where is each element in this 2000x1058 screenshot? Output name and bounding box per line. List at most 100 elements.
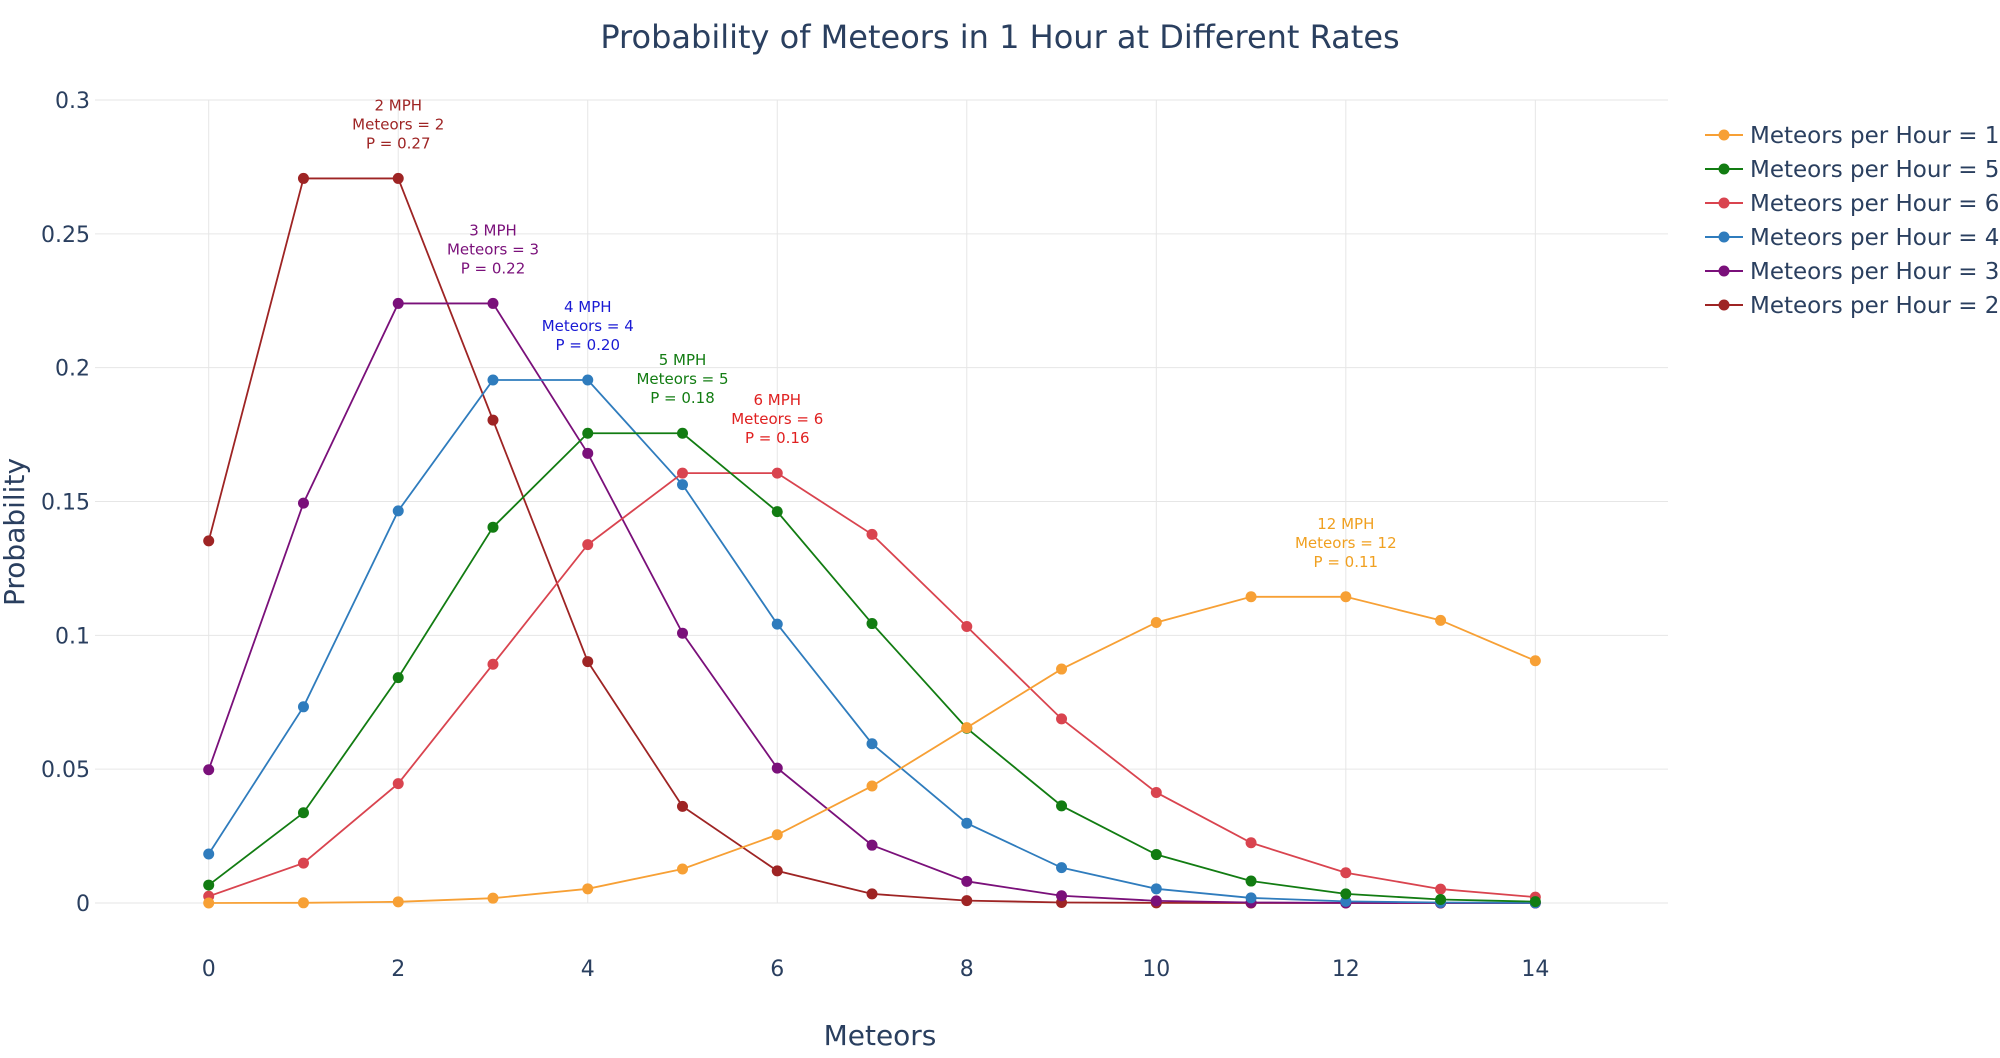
data-point[interactable] <box>203 879 215 891</box>
data-point[interactable] <box>392 672 404 684</box>
data-point[interactable] <box>1435 883 1447 895</box>
annotation-label: P = 0.22 <box>461 259 526 277</box>
data-point[interactable] <box>1150 895 1162 907</box>
x-tick-label: 14 <box>1521 957 1549 982</box>
data-point[interactable] <box>297 497 309 509</box>
data-point[interactable] <box>677 863 689 875</box>
data-point[interactable] <box>866 888 878 900</box>
data-point[interactable] <box>771 618 783 630</box>
data-point[interactable] <box>1435 894 1447 906</box>
data-point[interactable] <box>866 618 878 630</box>
data-point[interactable] <box>1056 713 1068 725</box>
data-point[interactable] <box>582 447 594 459</box>
data-point[interactable] <box>1056 862 1068 874</box>
data-point[interactable] <box>203 848 215 860</box>
data-point[interactable] <box>1529 655 1541 667</box>
legend-item[interactable]: Meteors per Hour = 6 <box>1705 191 1999 217</box>
data-point[interactable] <box>1435 614 1447 626</box>
data-point[interactable] <box>1150 786 1162 798</box>
data-point[interactable] <box>677 627 689 639</box>
data-point[interactable] <box>297 897 309 909</box>
legend-item[interactable]: Meteors per Hour = 3 <box>1705 259 1999 285</box>
data-point[interactable] <box>677 427 689 439</box>
legend-item[interactable]: Meteors per Hour = 2 <box>1705 293 1999 319</box>
data-point[interactable] <box>771 829 783 841</box>
data-point[interactable] <box>771 865 783 877</box>
data-point[interactable] <box>866 839 878 851</box>
annotation-label: Meteors = 3 <box>447 240 539 258</box>
data-point[interactable] <box>582 427 594 439</box>
data-point[interactable] <box>392 778 404 790</box>
legend-marker <box>1718 163 1730 175</box>
data-point[interactable] <box>866 738 878 750</box>
data-point[interactable] <box>771 506 783 518</box>
data-point[interactable] <box>961 875 973 887</box>
data-point[interactable] <box>961 621 973 633</box>
annotation-label: P = 0.20 <box>555 336 620 354</box>
data-point[interactable] <box>392 297 404 309</box>
data-point[interactable] <box>297 857 309 869</box>
series-meteors-per-hour-5[interactable] <box>203 427 1541 908</box>
data-point[interactable] <box>392 505 404 517</box>
data-point[interactable] <box>582 656 594 668</box>
annotation-label: P = 0.16 <box>745 429 810 447</box>
data-point[interactable] <box>582 883 594 895</box>
data-point[interactable] <box>1150 883 1162 895</box>
data-point[interactable] <box>203 535 215 547</box>
series-meteors-per-hour-6[interactable] <box>203 467 1541 903</box>
data-point[interactable] <box>866 780 878 792</box>
legend-item[interactable]: Meteors per Hour = 5 <box>1705 157 1999 183</box>
legend-item[interactable]: Meteors per Hour = 12 <box>1705 123 2000 149</box>
data-point[interactable] <box>1245 892 1257 904</box>
x-tick-label: 2 <box>391 957 405 982</box>
data-point[interactable] <box>297 701 309 713</box>
annotation-label: 4 MPH <box>564 298 612 316</box>
legend-label: Meteors per Hour = 12 <box>1750 123 2000 149</box>
data-point[interactable] <box>1056 890 1068 902</box>
data-point[interactable] <box>771 762 783 774</box>
data-point[interactable] <box>866 528 878 540</box>
data-point[interactable] <box>1340 591 1352 603</box>
series-meteors-per-hour-12[interactable] <box>203 591 1541 909</box>
data-point[interactable] <box>677 479 689 491</box>
data-point[interactable] <box>1056 800 1068 812</box>
data-point[interactable] <box>1150 849 1162 861</box>
data-point[interactable] <box>487 374 499 386</box>
series-meteors-per-hour-4[interactable] <box>203 374 1541 909</box>
data-point[interactable] <box>1245 837 1257 849</box>
data-point[interactable] <box>961 895 973 907</box>
series-meteors-per-hour-3[interactable] <box>203 297 1541 909</box>
data-point[interactable] <box>392 896 404 908</box>
data-point[interactable] <box>487 658 499 670</box>
data-point[interactable] <box>582 374 594 386</box>
data-point[interactable] <box>771 467 783 479</box>
data-point[interactable] <box>487 297 499 309</box>
data-point[interactable] <box>487 521 499 533</box>
data-point[interactable] <box>1529 896 1541 908</box>
data-point[interactable] <box>1056 663 1068 675</box>
data-point[interactable] <box>203 897 215 909</box>
data-point[interactable] <box>582 539 594 551</box>
data-point[interactable] <box>1340 888 1352 900</box>
legend[interactable]: Meteors per Hour = 12 Meteors per Hour = … <box>1705 123 2000 319</box>
data-point[interactable] <box>1245 591 1257 603</box>
data-point[interactable] <box>1340 867 1352 879</box>
data-point[interactable] <box>1245 875 1257 887</box>
legend-label: Meteors per Hour = 4 <box>1750 225 1999 251</box>
data-point[interactable] <box>677 800 689 812</box>
data-point[interactable] <box>297 807 309 819</box>
data-point[interactable] <box>961 722 973 734</box>
data-point[interactable] <box>961 817 973 829</box>
data-point[interactable] <box>487 892 499 904</box>
legend-item[interactable]: Meteors per Hour = 4 <box>1705 225 1999 251</box>
data-point[interactable] <box>487 414 499 426</box>
y-tick-label: 0.2 <box>55 357 90 382</box>
data-point[interactable] <box>392 172 404 184</box>
data-point[interactable] <box>1150 616 1162 628</box>
data-point[interactable] <box>677 467 689 479</box>
data-point[interactable] <box>297 172 309 184</box>
data-point[interactable] <box>203 764 215 776</box>
series-line <box>208 432 1536 903</box>
y-tick-label: 0.25 <box>41 223 90 248</box>
